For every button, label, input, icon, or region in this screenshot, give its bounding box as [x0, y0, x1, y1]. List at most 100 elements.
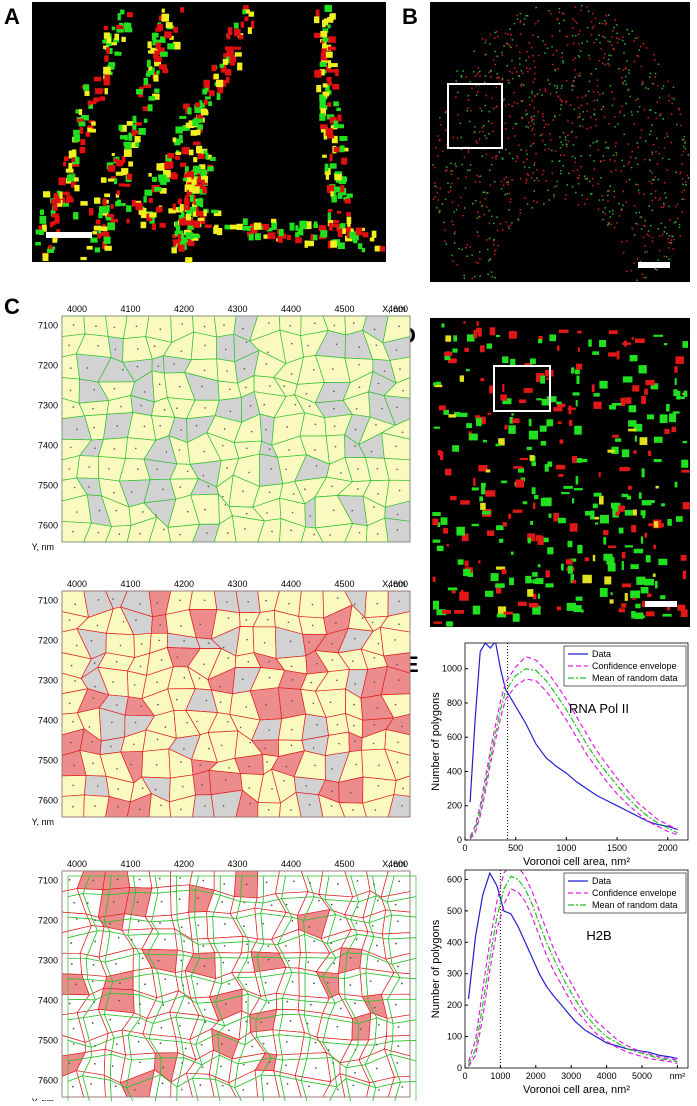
dot	[534, 72, 536, 75]
dot	[156, 23, 164, 31]
dot	[104, 245, 112, 251]
dot	[213, 226, 219, 234]
dot	[477, 175, 480, 178]
dot	[518, 75, 521, 77]
dot	[611, 36, 613, 38]
dot	[561, 99, 563, 102]
dot	[103, 32, 110, 39]
dot	[577, 330, 582, 334]
point	[165, 451, 168, 453]
scale-bar	[46, 232, 92, 238]
dot	[634, 612, 644, 620]
point	[394, 639, 396, 641]
x-tick-label: 4600	[388, 859, 408, 869]
point	[327, 1049, 330, 1051]
dot	[672, 86, 675, 89]
dot	[116, 24, 122, 30]
dot	[106, 217, 112, 221]
dot	[474, 75, 477, 77]
dot	[479, 275, 481, 277]
dot	[77, 118, 85, 123]
dot	[508, 227, 510, 230]
dot	[531, 92, 533, 95]
dot	[213, 73, 219, 80]
dot	[485, 490, 496, 497]
point	[143, 425, 146, 428]
dot	[670, 241, 672, 244]
dot	[659, 114, 661, 117]
dot	[545, 570, 550, 578]
dot	[628, 69, 630, 71]
point	[369, 980, 372, 982]
point	[88, 726, 91, 728]
dot	[633, 450, 637, 454]
dot	[320, 59, 328, 64]
dot	[498, 151, 500, 153]
dot	[592, 177, 594, 180]
dot	[598, 34, 600, 37]
dot	[482, 125, 485, 127]
point	[313, 533, 316, 536]
dot	[327, 135, 335, 139]
dot	[523, 84, 525, 86]
dot	[648, 205, 651, 207]
point	[159, 922, 161, 924]
dot	[544, 464, 549, 472]
dot	[616, 37, 618, 39]
dot	[662, 206, 665, 209]
dot	[661, 233, 664, 236]
dot	[196, 145, 203, 154]
point	[134, 447, 137, 450]
dot	[476, 217, 479, 219]
dot	[434, 196, 437, 198]
dot	[304, 240, 308, 248]
dot	[187, 107, 192, 115]
dot	[568, 172, 570, 175]
dot	[501, 54, 504, 57]
dot	[159, 222, 166, 228]
dot	[437, 155, 439, 157]
dot	[521, 83, 523, 85]
dot	[512, 509, 523, 513]
dot	[116, 159, 124, 167]
dot	[657, 178, 660, 181]
dot	[508, 82, 510, 84]
dot	[487, 248, 489, 251]
point	[75, 511, 78, 513]
point	[157, 365, 160, 367]
dot	[177, 233, 181, 242]
dot	[559, 29, 561, 32]
dot	[590, 20, 593, 23]
dot	[147, 41, 152, 49]
dot	[508, 513, 512, 520]
dot	[477, 71, 480, 74]
dot	[434, 185, 436, 187]
dot	[559, 147, 562, 149]
dot	[537, 564, 541, 568]
dot	[526, 113, 528, 115]
dot	[651, 151, 654, 153]
dot	[192, 186, 200, 194]
dot	[683, 189, 685, 191]
dot	[598, 59, 600, 62]
point	[285, 945, 287, 947]
dot	[346, 211, 351, 217]
point	[335, 343, 338, 346]
dot	[432, 164, 434, 166]
dot	[520, 477, 526, 482]
dot	[143, 83, 151, 89]
dot	[566, 145, 568, 148]
dot	[333, 120, 339, 128]
dot	[352, 239, 358, 244]
point	[291, 728, 293, 731]
dot	[544, 43, 547, 46]
dot	[153, 55, 162, 63]
dot	[347, 222, 351, 230]
dot	[433, 382, 437, 386]
point	[139, 1061, 141, 1064]
dot	[53, 193, 59, 199]
dot	[116, 190, 121, 196]
dot	[508, 152, 511, 155]
dot	[516, 71, 518, 73]
dot	[90, 128, 96, 133]
